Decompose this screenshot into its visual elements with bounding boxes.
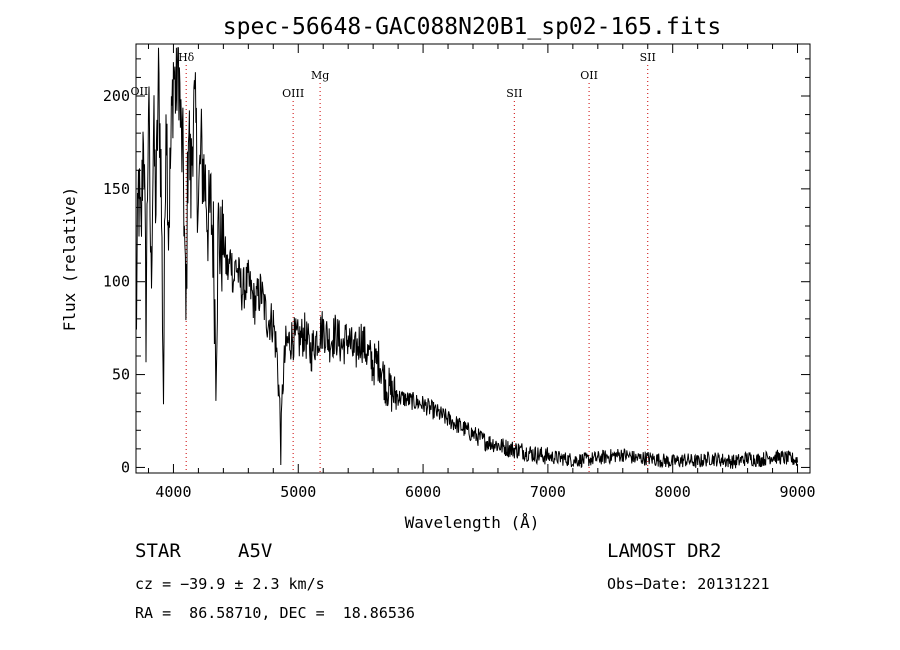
spectral-line-label: SII <box>640 51 656 64</box>
spectral-line-label: OII <box>580 69 598 82</box>
spectral-line-label: Hδ <box>178 51 195 64</box>
x-tick-label: 5000 <box>280 483 316 501</box>
redshift-cz: cz = −39.9 ± 2.3 km/s <box>135 575 325 593</box>
spectral-line-label: OII <box>131 85 149 98</box>
coordinates: RA = 86.58710, DEC = 18.86536 <box>135 604 415 622</box>
spectral-line-label: Mg <box>311 69 329 82</box>
y-tick-label: 100 <box>103 273 130 291</box>
spectral-line-label: SII <box>506 87 522 100</box>
axis-ticks: 4000 5000 6000 7000 8000 9000 0 50 100 150 200 <box>103 44 816 501</box>
x-tick-label: 8000 <box>655 483 691 501</box>
spectrum-line <box>135 47 798 469</box>
x-tick-label: 4000 <box>155 483 191 501</box>
plot-frame <box>135 43 811 474</box>
y-tick-label: 50 <box>112 366 130 384</box>
x-tick-label: 9000 <box>779 483 815 501</box>
spectral-subclass: A5V <box>238 540 273 562</box>
x-axis-label: Wavelength (Å) <box>405 513 540 532</box>
y-tick-label: 150 <box>103 180 130 198</box>
chart-title: spec-56648-GAC088N20B1_sp02-165.fits <box>223 14 722 40</box>
y-tick-label: 0 <box>121 458 130 476</box>
x-tick-label: 6000 <box>405 483 441 501</box>
x-tick-label: 7000 <box>530 483 566 501</box>
spectral-line-label: OIII <box>282 87 304 100</box>
spectral-line-markers: OII Hδ OIII Mg SII OII SII <box>131 51 656 473</box>
object-type: STAR <box>135 540 181 562</box>
survey-name: LAMOST DR2 <box>607 540 722 562</box>
y-axis-label: Flux (relative) <box>60 187 79 332</box>
observation-date: Obs−Date: 20131221 <box>607 575 770 593</box>
y-tick-label: 200 <box>103 87 130 105</box>
